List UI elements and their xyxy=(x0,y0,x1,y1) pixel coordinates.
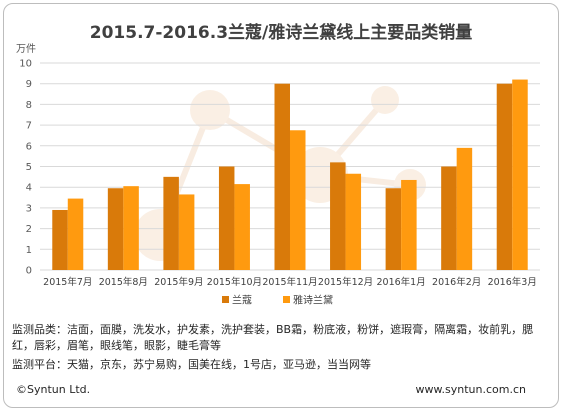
bar-lancome xyxy=(218,166,235,270)
legend: 兰蔻 雅诗兰黛 xyxy=(222,294,333,307)
x-tick-label: 2015年10月 xyxy=(207,276,262,288)
bars-group xyxy=(52,79,528,270)
bar-lancome xyxy=(52,209,68,270)
bar-lancome xyxy=(107,188,124,270)
monitored-platforms-note: 监测平台：天猫，京东，苏宁易购，国美在线，1号店，亚马逊，当当网等 xyxy=(12,358,371,371)
legend-swatch xyxy=(283,296,290,303)
legend-label: 兰蔻 xyxy=(232,294,252,307)
bar-lancome xyxy=(274,83,290,270)
bar-lancome xyxy=(330,162,346,270)
y-tick-label: 9 xyxy=(26,79,32,90)
bar-lancome xyxy=(163,176,179,270)
x-tick-label: 2016年1月 xyxy=(376,276,425,288)
y-tick-label: 1 xyxy=(26,245,32,256)
x-tick-label: 2015年8月 xyxy=(99,276,148,288)
copyright-text: ©Syntun Ltd. xyxy=(16,383,91,396)
legend-label: 雅诗兰黛 xyxy=(293,294,333,307)
bar-estee-lauder xyxy=(290,130,306,270)
bar-estee-lauder xyxy=(123,186,139,270)
bar-estee-lauder xyxy=(456,147,473,270)
bar-estee-lauder xyxy=(234,184,250,270)
x-tick-label: 2016年3月 xyxy=(488,276,537,288)
bar-estee-lauder xyxy=(401,179,417,270)
x-tick-label: 2016年2月 xyxy=(432,276,481,288)
x-tick-label: 2015年12月 xyxy=(318,276,373,288)
bar-lancome xyxy=(441,166,457,270)
y-tick-label: 10 xyxy=(19,59,32,70)
y-tick-labels: 0 1 2 3 4 5 6 7 8 9 10 xyxy=(19,59,32,277)
monitored-categories-note: 监测品类：洁面，面膜，洗发水，护发素，洗护套装，BB霜，粉底液，粉饼，遮瑕膏，隔… xyxy=(12,323,534,352)
y-tick-label: 4 xyxy=(26,183,32,194)
x-tick-label: 2015年9月 xyxy=(154,276,203,288)
bar-estee-lauder xyxy=(178,194,195,270)
bar-lancome xyxy=(496,83,513,270)
y-tick-label: 0 xyxy=(26,266,32,277)
y-tick-label: 3 xyxy=(26,203,32,214)
x-tick-labels: 2015年7月 2015年8月 2015年9月 2015年10月 2015年11月 201… xyxy=(43,276,537,288)
y-tick-label: 7 xyxy=(26,121,32,132)
x-tick-label: 2015年7月 xyxy=(43,276,92,288)
bar-lancome xyxy=(385,188,402,270)
chart-title: 2015.7-2016.3兰蔻/雅诗兰黛线上主要品类销量 xyxy=(89,23,473,43)
legend-swatch xyxy=(222,296,229,303)
bar-estee-lauder xyxy=(67,198,84,270)
y-tick-label: 8 xyxy=(26,100,32,111)
y-tick-label: 6 xyxy=(26,141,32,152)
website-link[interactable]: www.syntun.com.cn xyxy=(415,383,526,396)
y-tick-label: 2 xyxy=(26,224,32,235)
y-axis-unit: 万件 xyxy=(16,44,36,55)
bar-estee-lauder xyxy=(345,173,362,270)
y-tick-label: 5 xyxy=(26,162,32,173)
x-tick-label: 2015年11月 xyxy=(262,276,317,288)
bar-estee-lauder xyxy=(512,79,528,270)
